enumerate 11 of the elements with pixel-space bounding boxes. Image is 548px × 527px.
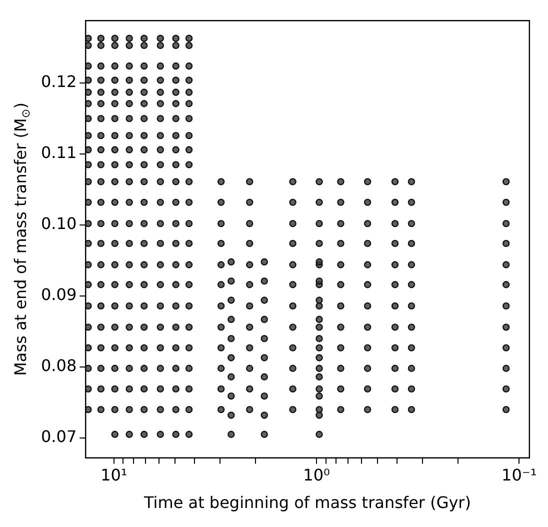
y-tick-label: 0.07 — [41, 427, 77, 446]
x-tick-label: 10⁻¹ — [502, 466, 537, 485]
y-tick-label: 0.09 — [41, 285, 77, 304]
x-tick-label: 10¹ — [100, 466, 128, 485]
x-axis-title: Time at beginning of mass transfer (Gyr) — [143, 492, 472, 512]
y-tick-label: 0.12 — [41, 72, 77, 92]
x-tick-label: 10⁰ — [303, 466, 330, 485]
y-tick-label: 0.10 — [41, 214, 77, 234]
y-tick-label: 0.11 — [41, 143, 77, 162]
y-tick-label: 0.08 — [41, 356, 77, 376]
y-axis-title: Mass at end of mass transfer (M⊙) — [11, 102, 33, 376]
